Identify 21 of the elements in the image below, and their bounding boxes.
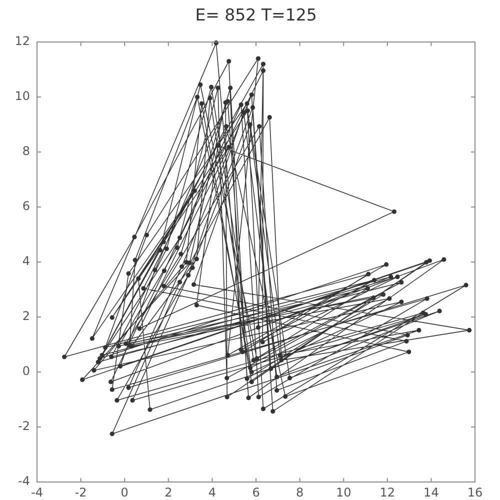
y-tick-label: 8 [22,144,30,158]
x-tick-label: 12 [380,485,396,500]
x-tick-label: 2 [164,485,172,500]
x-tick-label: -2 [74,485,87,500]
y-tick-label: 6 [22,199,30,214]
x-tick-label: 6 [252,485,260,500]
x-tick-label: 4 [208,485,216,500]
x-tick-label: -4 [31,485,43,500]
x-tick-label: 0 [120,485,128,500]
y-tick-label: 2 [22,309,30,324]
chart-title: E= 852 T=125 [195,5,317,24]
y-tick-label: 4 [22,254,30,268]
y-tick-label: 0 [22,364,30,378]
y-tick-label: 12 [14,34,30,48]
x-tick-label: 8 [296,485,304,500]
y-tick-label: -2 [18,419,30,434]
x-tick-label: 16 [467,485,483,500]
x-tick-label: 10 [336,485,352,500]
x-tick-label: 14 [424,485,439,500]
y-tick-label: 10 [14,89,30,104]
y-tick-label: -4 [18,474,30,488]
